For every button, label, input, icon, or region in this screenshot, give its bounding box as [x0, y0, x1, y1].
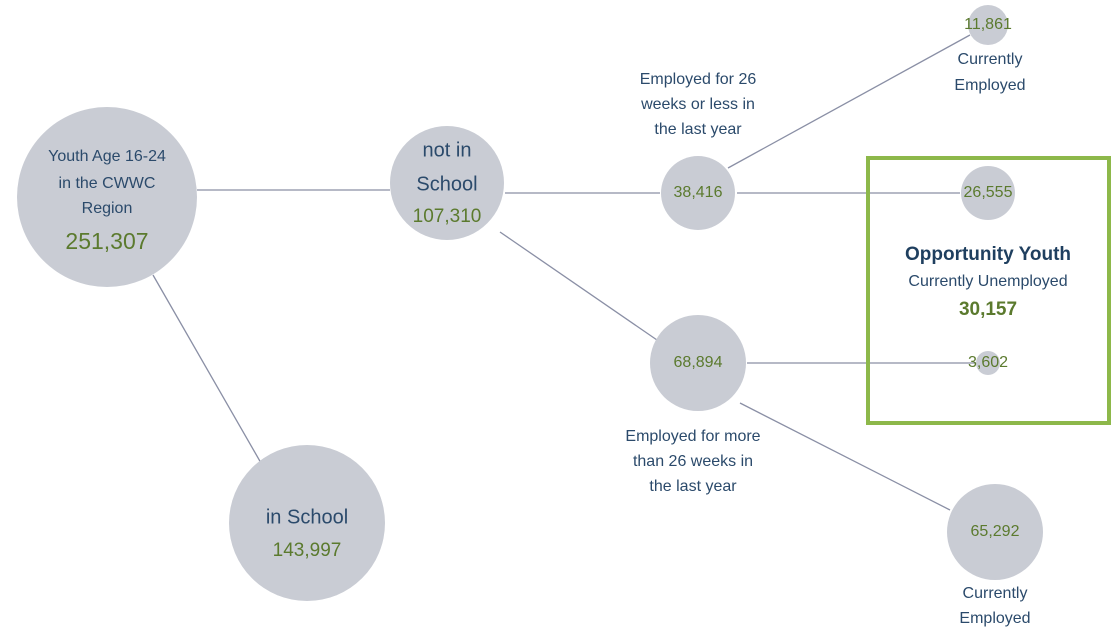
- node-label: Youth Age 16-24: [48, 148, 166, 165]
- node: 11,861: [964, 5, 1012, 45]
- node: Youth Age 16-24 in the CWWC Region 251,307: [17, 107, 197, 287]
- node-label: in School: [266, 506, 348, 528]
- node-value: 26,555: [964, 184, 1013, 201]
- node-circle: [661, 156, 735, 230]
- node: 3,602: [968, 351, 1008, 375]
- connectors: [152, 34, 976, 511]
- node-value: 3,602: [968, 354, 1008, 371]
- annotation: the last year: [654, 121, 742, 138]
- annotation: than 26 weeks in: [633, 453, 753, 470]
- node-value: 65,292: [971, 523, 1020, 540]
- node: not in School 107,310: [390, 126, 504, 240]
- annotation: Employed for 26: [640, 71, 757, 88]
- connector: [499, 231, 658, 341]
- connector: [739, 402, 951, 511]
- node-value: 38,416: [674, 184, 723, 201]
- node-circle: [390, 126, 504, 240]
- annotation: Employed: [954, 77, 1025, 94]
- node-value: 143,997: [273, 540, 342, 561]
- highlight-title: Opportunity Youth: [905, 244, 1071, 265]
- annotation: Employed for more: [625, 428, 760, 445]
- node-label: not in: [423, 139, 472, 161]
- node-circle: [229, 445, 385, 601]
- node-label: Region: [82, 200, 133, 217]
- node-value: 11,861: [964, 16, 1012, 33]
- node-circle: [968, 5, 1008, 45]
- node-value: 68,894: [674, 354, 723, 371]
- node-circle: [961, 166, 1015, 220]
- node-value: 107,310: [413, 206, 482, 227]
- node: 38,416: [661, 156, 735, 230]
- node-value: 251,307: [65, 228, 148, 254]
- annotation: weeks or less in: [640, 96, 755, 113]
- annotation: Currently: [963, 585, 1028, 602]
- node-label: School: [416, 173, 477, 195]
- node: in School 143,997: [229, 445, 385, 601]
- node-label: in the CWWC: [59, 175, 156, 192]
- connector: [152, 274, 266, 471]
- highlight-subtitle: Currently Unemployed: [908, 273, 1067, 290]
- node: 26,555: [961, 166, 1015, 220]
- highlight-value: 30,157: [959, 299, 1017, 320]
- annotation: Employed: [959, 610, 1030, 627]
- node: 65,292: [947, 484, 1043, 580]
- annotation: the last year: [649, 478, 737, 495]
- highlight-box: [866, 156, 1111, 425]
- node: 68,894: [650, 315, 746, 411]
- node-circle: [650, 315, 746, 411]
- node-circle: [17, 107, 197, 287]
- annotation: Currently: [958, 51, 1023, 68]
- connector: [727, 34, 971, 169]
- node-circle: [976, 351, 1000, 375]
- node-circle: [947, 484, 1043, 580]
